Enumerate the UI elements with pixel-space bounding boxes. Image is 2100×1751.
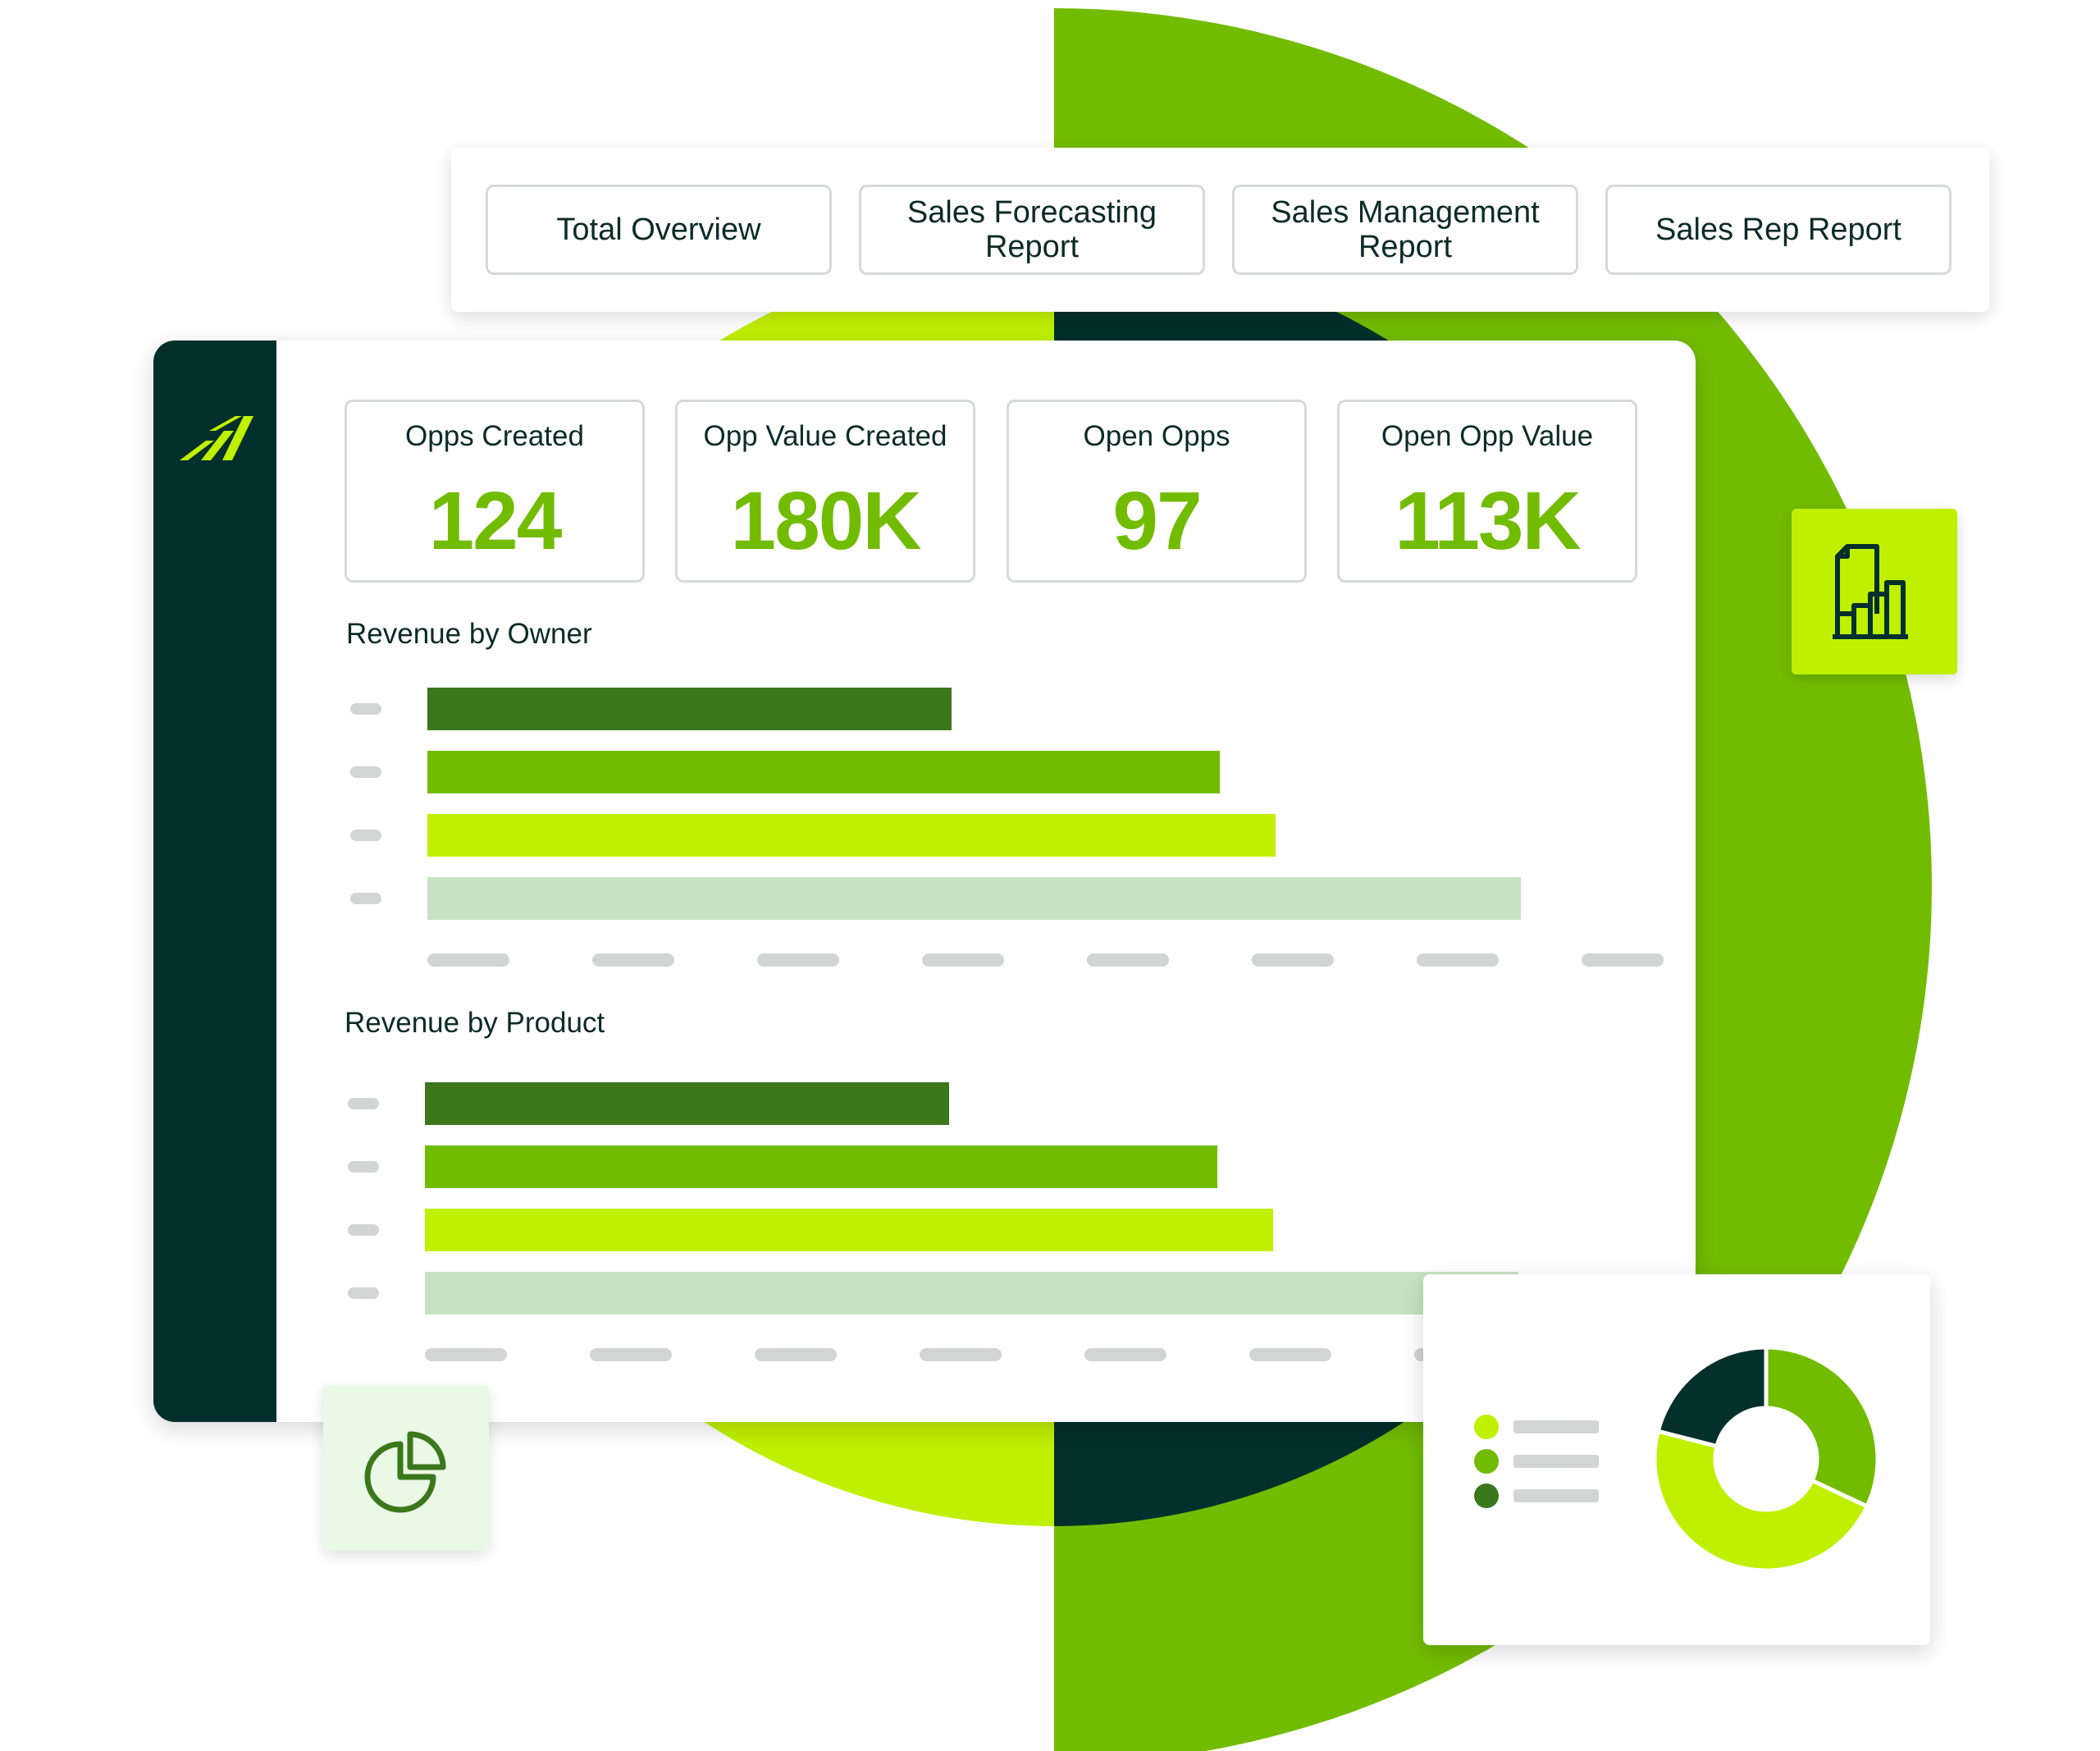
axis-tick-placeholder	[427, 953, 509, 967]
axis-tick-placeholder	[1582, 953, 1664, 967]
axis-tick-placeholder	[922, 953, 1004, 967]
donut-chart	[1474, 1345, 1880, 1573]
axis-tick-placeholder	[592, 953, 674, 967]
category-label-placeholder	[348, 1098, 379, 1109]
category-label-placeholder	[348, 1224, 379, 1236]
legend-dot	[1474, 1484, 1499, 1508]
bar-1-1	[425, 1145, 1217, 1188]
report-tabs: Total Overview Sales Forecasting Report …	[451, 148, 1989, 312]
category-label-placeholder	[350, 830, 381, 841]
kpi-value: 97	[1112, 475, 1202, 567]
kpi-value: 124	[428, 475, 563, 567]
axis-tick-placeholder	[1252, 953, 1334, 967]
donut-card	[1423, 1274, 1930, 1645]
tab-total-overview[interactable]: Total Overview	[486, 185, 832, 275]
bar-0-1	[427, 751, 1220, 793]
axis-tick-placeholder	[425, 1348, 507, 1361]
chart-title-revenue-by-owner: Revenue by Owner	[346, 618, 592, 650]
chart-title-revenue-by-product: Revenue by Product	[345, 1007, 605, 1039]
dashboard-panel: Opps Created 124 Opp Value Created 180K …	[153, 341, 1696, 1422]
brand-logo-icon[interactable]	[176, 413, 255, 462]
bar-0-0	[427, 688, 952, 730]
donut-slice-0	[1764, 1345, 1880, 1510]
donut-slice-1	[1652, 1429, 1870, 1573]
kpi-opp-value-created: Opp Value Created 180K	[675, 400, 975, 583]
bar-0-2	[427, 814, 1276, 857]
bar-1-0	[425, 1082, 949, 1125]
report-chart-icon	[1833, 544, 1908, 639]
kpi-label: Open Opps	[1083, 420, 1230, 452]
report-tile[interactable]	[1792, 509, 1957, 674]
kpi-label: Opps Created	[405, 420, 584, 452]
axis-tick-placeholder	[1084, 1348, 1166, 1361]
axis-tick-placeholder	[1087, 953, 1169, 967]
axis-tick-placeholder	[590, 1348, 672, 1361]
bar-1-3	[425, 1272, 1518, 1314]
category-label-placeholder	[350, 893, 381, 904]
kpi-open-opps: Open Opps 97	[1007, 400, 1307, 583]
legend-label-placeholder	[1513, 1420, 1599, 1433]
axis-tick-placeholder	[757, 953, 839, 967]
legend-label-placeholder	[1513, 1455, 1599, 1468]
kpi-value: 180K	[730, 475, 921, 567]
tab-sales-forecasting-report[interactable]: Sales Forecasting Report	[859, 185, 1205, 275]
legend-dot	[1474, 1415, 1499, 1439]
kpi-label: Opp Value Created	[703, 420, 947, 452]
legend-dot	[1474, 1449, 1499, 1474]
category-label-placeholder	[348, 1287, 379, 1299]
tab-sales-management-report[interactable]: Sales Management Report	[1232, 185, 1578, 275]
donut-slice-2	[1655, 1345, 1769, 1449]
category-label-placeholder	[350, 703, 381, 715]
kpi-label: Open Opp Value	[1381, 420, 1594, 452]
axis-tick-placeholder	[1417, 953, 1499, 967]
kpi-open-opp-value: Open Opp Value 113K	[1337, 400, 1637, 583]
category-label-placeholder	[350, 766, 381, 778]
sidebar	[153, 341, 276, 1422]
pie-tile[interactable]	[323, 1385, 489, 1551]
category-label-placeholder	[348, 1161, 379, 1173]
tab-sales-rep-report[interactable]: Sales Rep Report	[1605, 185, 1952, 275]
bar-1-2	[425, 1209, 1273, 1251]
pie-chart-icon	[364, 1431, 446, 1513]
bar-0-3	[427, 877, 1521, 920]
kpi-value: 113K	[1395, 475, 1582, 567]
legend-label-placeholder	[1513, 1489, 1599, 1502]
bar-charts	[348, 688, 1664, 1361]
axis-tick-placeholder	[755, 1348, 837, 1361]
axis-tick-placeholder	[920, 1348, 1002, 1361]
axis-tick-placeholder	[1249, 1348, 1331, 1361]
kpi-opps-created: Opps Created 124	[345, 400, 645, 583]
